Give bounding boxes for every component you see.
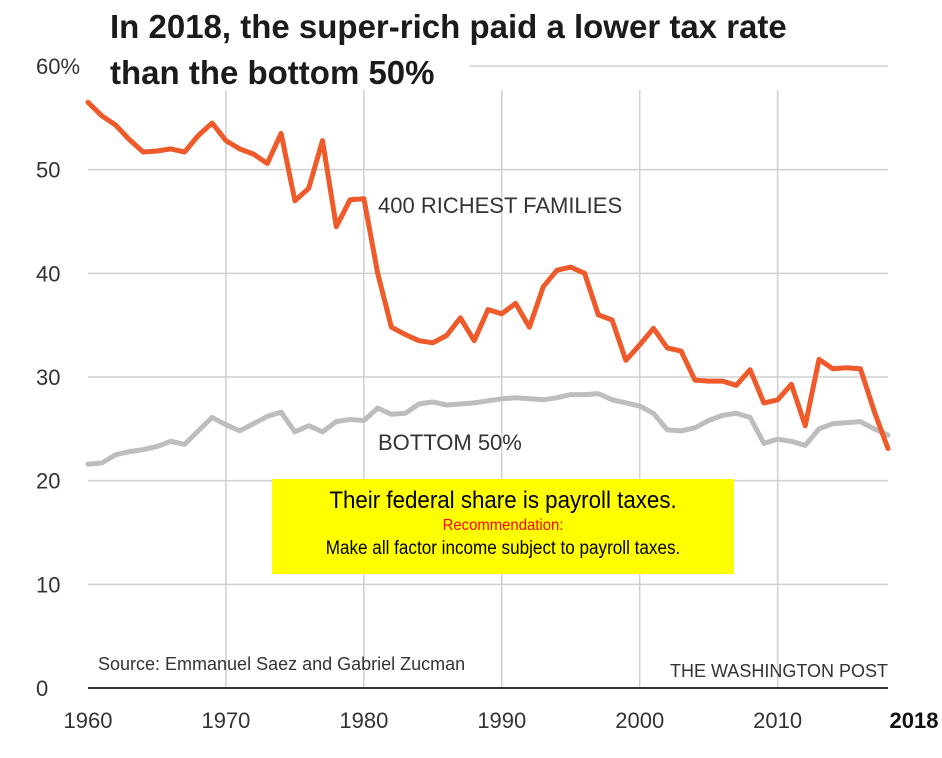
series-label-bottom: BOTTOM 50% <box>378 430 522 455</box>
callout-recommendation-label: Recommendation: <box>442 517 564 534</box>
y-tick-label: 50 <box>36 158 60 183</box>
callout-main-text: Their federal share is payroll taxes. <box>329 487 677 514</box>
series-line-richest <box>85 99 891 451</box>
chart-title-line1: In 2018, the super-rich paid a lower tax… <box>110 8 787 45</box>
series-label-richest: 400 RICHEST FAMILIES <box>378 193 622 218</box>
y-tick-label: 10 <box>36 572 60 597</box>
y-tick-label: 60% <box>36 54 80 79</box>
x-tick-label: 1970 <box>201 708 250 733</box>
y-tick-label: 30 <box>36 365 60 390</box>
source-note: Source: Emmanuel Saez and Gabriel Zucman <box>98 654 465 674</box>
series-lines <box>85 99 891 467</box>
publisher-credit: THE WASHINGTON POST <box>670 661 888 681</box>
x-tick-label: 1990 <box>477 708 526 733</box>
y-tick-label: 40 <box>36 261 60 286</box>
recommendation-callout: Their federal share is payroll taxes. Re… <box>272 479 734 574</box>
series-line-bottom <box>85 391 891 467</box>
y-tick-label: 0 <box>36 676 48 701</box>
x-tick-label: 1960 <box>64 708 113 733</box>
x-tick-label: 2018 <box>890 708 939 733</box>
gridlines <box>88 65 888 688</box>
y-tick-label: 20 <box>36 469 60 494</box>
chart-title-line2: than the bottom 50% <box>110 54 435 91</box>
axes: 0 10 20 30 40 50 60% 1960 1970 1980 1990 2000 2010 20… <box>36 54 938 733</box>
x-tick-label: 1980 <box>339 708 388 733</box>
x-tick-label: 2000 <box>615 708 664 733</box>
x-tick-label: 2010 <box>753 708 802 733</box>
callout-body-text: Make all factor income subject to payrol… <box>325 538 681 559</box>
